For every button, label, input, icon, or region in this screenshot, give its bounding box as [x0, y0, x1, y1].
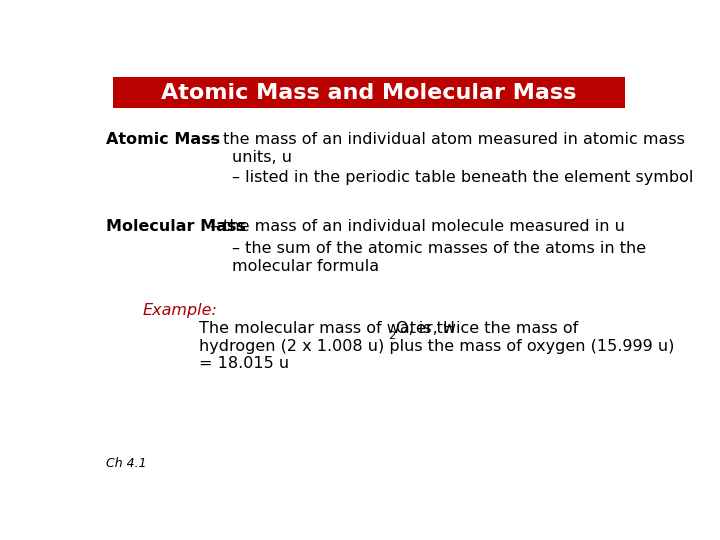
Text: O, is twice the mass of: O, is twice the mass of — [396, 321, 579, 336]
Text: = 18.015 u: = 18.015 u — [199, 356, 289, 372]
Text: Ch 4.1: Ch 4.1 — [106, 457, 146, 470]
Text: – the mass of an individual molecule measured in u: – the mass of an individual molecule mea… — [210, 219, 625, 234]
Text: 2: 2 — [389, 332, 396, 341]
Text: units, u: units, u — [233, 150, 292, 165]
Text: Atomic Mass: Atomic Mass — [106, 132, 220, 147]
Text: Molecular Mass: Molecular Mass — [106, 219, 246, 234]
Text: Example:: Example: — [143, 303, 218, 319]
Text: – the mass of an individual atom measured in atomic mass: – the mass of an individual atom measure… — [210, 132, 685, 147]
Bar — [114, 77, 624, 109]
Text: The molecular mass of water, H: The molecular mass of water, H — [199, 321, 455, 336]
Text: – listed in the periodic table beneath the element symbol: – listed in the periodic table beneath t… — [233, 171, 693, 185]
Text: – the sum of the atomic masses of the atoms in the: – the sum of the atomic masses of the at… — [233, 241, 647, 256]
Text: hydrogen (2 x 1.008 u) plus the mass of oxygen (15.999 u): hydrogen (2 x 1.008 u) plus the mass of … — [199, 339, 674, 354]
Text: Atomic Mass and Molecular Mass: Atomic Mass and Molecular Mass — [161, 83, 577, 103]
Text: molecular formula: molecular formula — [233, 259, 379, 274]
